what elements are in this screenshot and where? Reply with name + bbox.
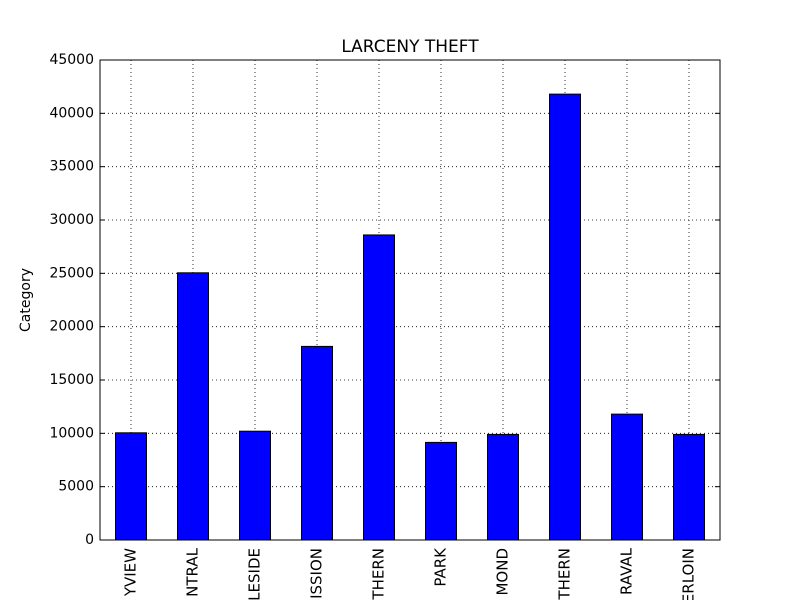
bar xyxy=(425,441,457,541)
x-tick-label: RAVAL xyxy=(618,547,636,595)
x-tick-label: THERN xyxy=(370,548,388,600)
chart-title: LARCENY THEFT xyxy=(341,37,479,57)
y-tick-label: 40000 xyxy=(49,105,94,121)
bar xyxy=(177,272,209,541)
x-tick-label: LESIDE xyxy=(246,548,264,600)
x-tick-label: YVIEW xyxy=(122,548,140,597)
y-tick-label: 30000 xyxy=(49,212,94,228)
bar xyxy=(549,93,581,541)
y-tick-label: 25000 xyxy=(49,265,94,281)
x-tick-label: ERLOIN xyxy=(680,548,698,600)
plot-frame xyxy=(99,59,721,541)
y-tick-label: 5000 xyxy=(58,479,94,495)
bar xyxy=(301,345,333,541)
bar xyxy=(487,433,519,541)
y-tick-label: 15000 xyxy=(49,372,94,388)
bar xyxy=(363,234,395,541)
bar xyxy=(239,430,271,541)
x-tick-label: ISSION xyxy=(308,548,326,599)
bar xyxy=(611,413,643,541)
x-tick-label: MOND xyxy=(494,548,512,596)
x-tick-label: NTRAL xyxy=(184,547,202,596)
y-tick-label: 45000 xyxy=(49,52,94,68)
x-tick-label: THERN xyxy=(556,548,574,600)
x-tick-label: PARK xyxy=(432,547,450,587)
y-tick-label: 35000 xyxy=(49,159,94,175)
y-axis-label: Category xyxy=(18,268,34,332)
y-tick-label: 20000 xyxy=(49,319,94,335)
y-tick-label: 0 xyxy=(85,532,94,548)
bar xyxy=(673,433,705,541)
y-tick-label: 10000 xyxy=(49,425,94,441)
bar xyxy=(115,432,147,541)
